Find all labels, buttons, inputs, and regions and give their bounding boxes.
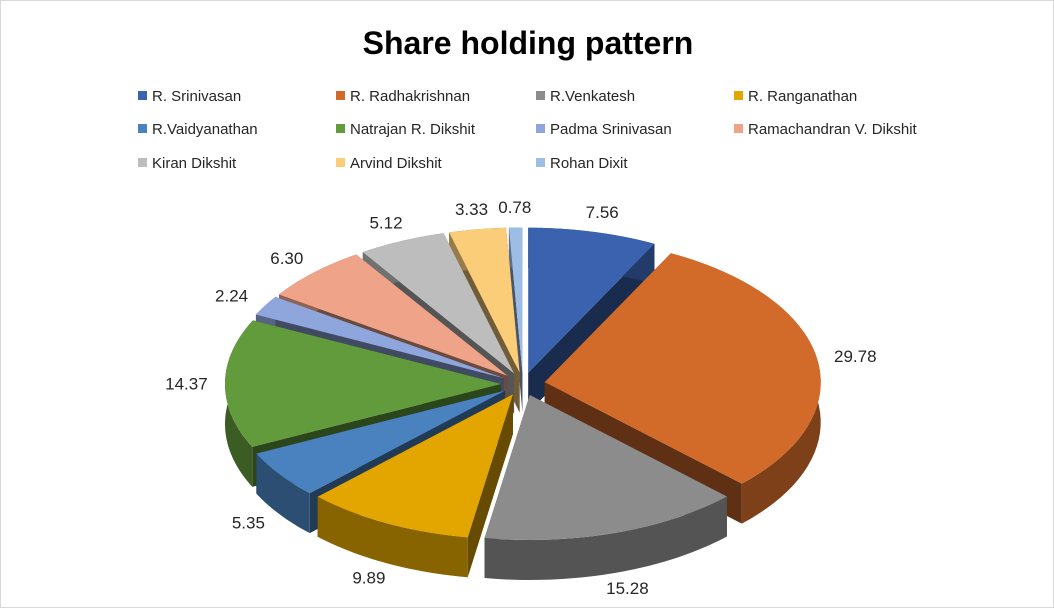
slice-edge-r-venkatesh xyxy=(484,496,727,580)
legend-swatch-natrajan-r-dikshit xyxy=(336,124,345,133)
legend-label-rohan-dixit: Rohan Dixit xyxy=(550,155,628,172)
legend-swatch-arvind-dikshit xyxy=(336,158,345,167)
legend-swatch-r-srinivasan xyxy=(138,91,147,100)
data-label-r-ranganathan: 9.89 xyxy=(352,568,385,587)
data-label-rohan-dixit: 0.78 xyxy=(498,198,531,217)
slice-r-venkatesh xyxy=(484,394,727,540)
legend-label-r-radhakrishnan: R. Radhakrishnan xyxy=(350,88,470,105)
legend-label-padma-srinivasan: Padma Srinivasan xyxy=(550,121,672,138)
data-labels: 7.56 29.78 15.28 9.89 5.35 14.37 2.24 6.30 5.12 3… xyxy=(165,198,876,598)
legend-label-r-vaidyanathan: R.Vaidyanathan xyxy=(152,121,258,138)
data-label-r-radhakrishnan: 29.78 xyxy=(834,347,877,366)
slice-edge-r-ranganathan xyxy=(317,496,468,578)
legend-label-natrajan-r-dikshit: Natrajan R. Dikshit xyxy=(350,121,476,138)
slice-padma-srinivasan xyxy=(255,296,504,379)
data-label-arvind-dikshit: 3.33 xyxy=(455,200,488,219)
slice-rohan-dixit xyxy=(508,227,523,373)
pie-tops xyxy=(225,227,821,540)
slice-r-radhakrishnan xyxy=(544,253,821,484)
legend: R. Srinivasan R. Radhakrishnan R.Venkatesh… xyxy=(138,88,918,172)
slice-r-srinivasan xyxy=(528,227,655,373)
legend-label-arvind-dikshit: Arvind Dikshit xyxy=(350,155,443,172)
slice-kiran-dikshit xyxy=(362,233,515,374)
legend-swatch-ramachandran-v-dikshit xyxy=(734,124,743,133)
legend-swatch-padma-srinivasan xyxy=(536,124,545,133)
chart-title: Share holding pattern xyxy=(363,25,694,61)
legend-swatch-r-venkatesh xyxy=(536,91,545,100)
legend-label-r-ranganathan: R. Ranganathan xyxy=(748,88,857,105)
legend-swatch-rohan-dixit xyxy=(536,158,545,167)
data-label-ramachandran-v-dikshit: 6.30 xyxy=(270,249,303,268)
data-label-padma-srinivasan: 2.24 xyxy=(215,286,248,305)
slice-edge-r-vaidyanathan xyxy=(256,453,310,534)
data-label-r-srinivasan: 7.56 xyxy=(586,203,619,222)
legend-swatch-r-vaidyanathan xyxy=(138,124,147,133)
data-label-r-vaidyanathan: 5.35 xyxy=(232,513,265,532)
data-label-kiran-dikshit: 5.12 xyxy=(369,213,402,232)
slice-ramachandran-v-dikshit xyxy=(278,254,508,376)
legend-label-r-venkatesh: R.Venkatesh xyxy=(550,88,635,105)
legend-label-kiran-dikshit: Kiran Dikshit xyxy=(152,155,237,172)
slice-r-vaidyanathan xyxy=(256,390,506,494)
data-label-r-venkatesh: 15.28 xyxy=(606,579,649,598)
data-label-natrajan-r-dikshit: 14.37 xyxy=(165,375,208,394)
slice-wall-rohan-dixit xyxy=(508,227,523,413)
legend-swatch-r-radhakrishnan xyxy=(336,91,345,100)
slice-r-ranganathan xyxy=(317,394,513,538)
slice-natrajan-r-dikshit xyxy=(225,320,502,447)
legend-swatch-r-ranganathan xyxy=(734,91,743,100)
legend-label-r-srinivasan: R. Srinivasan xyxy=(152,88,241,105)
legend-label-ramachandran-v-dikshit: Ramachandran V. Dikshit xyxy=(748,121,918,138)
slice-arvind-dikshit xyxy=(449,227,520,373)
legend-swatch-kiran-dikshit xyxy=(138,158,147,167)
